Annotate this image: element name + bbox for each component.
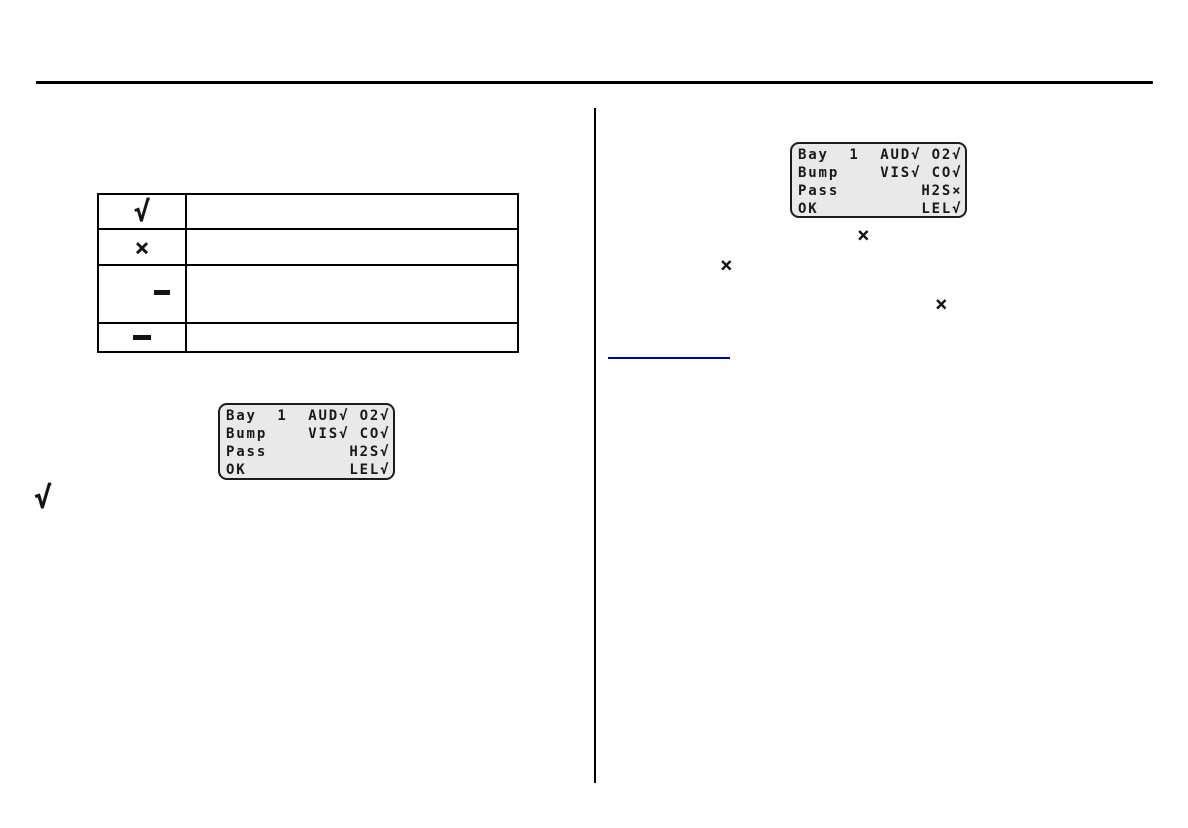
symbol-legend-table: √ × xyxy=(97,193,519,353)
check-icon: √ xyxy=(133,194,151,228)
lcd-line: Bay 1 AUD√ O2√ xyxy=(226,408,391,424)
legend-description-cell xyxy=(187,266,517,322)
lcd-line: Pass H2S× xyxy=(798,183,963,199)
table-row: √ xyxy=(99,195,517,228)
column-divider-rule xyxy=(594,108,596,783)
legend-symbol-cell xyxy=(99,324,187,351)
legend-description-cell xyxy=(187,230,517,264)
legend-description-cell xyxy=(187,324,517,351)
hyperlink-underline[interactable] xyxy=(608,357,730,359)
dash-icon xyxy=(133,335,151,340)
header-rule xyxy=(36,81,1153,84)
legend-symbol-cell: √ xyxy=(99,195,187,228)
lcd-line: OK LEL√ xyxy=(798,201,963,217)
lcd-display-bump-h2s-fail: Bay 1 AUD√ O2√ Bump VIS√ CO√ Pass H2S× O… xyxy=(790,142,967,218)
cross-icon: × xyxy=(935,292,948,316)
lcd-line: Bay 1 AUD√ O2√ xyxy=(798,147,963,163)
cross-icon: × xyxy=(857,223,870,247)
legend-description-cell xyxy=(187,195,517,228)
legend-symbol-cell xyxy=(99,266,187,322)
lcd-display-bump-pass: Bay 1 AUD√ O2√ Bump VIS√ CO√ Pass H2S√ O… xyxy=(218,403,395,480)
check-icon: √ xyxy=(34,481,53,516)
table-row xyxy=(99,322,517,351)
lcd-line: Pass H2S√ xyxy=(226,444,391,460)
table-row xyxy=(99,264,517,322)
dash-icon xyxy=(154,290,170,295)
lcd-line: Bump VIS√ CO√ xyxy=(798,165,963,181)
cross-icon: × xyxy=(720,253,733,277)
table-row: × xyxy=(99,228,517,264)
cross-icon: × xyxy=(134,232,150,262)
lcd-line: Bump VIS√ CO√ xyxy=(226,426,391,442)
lcd-line: OK LEL√ xyxy=(226,462,391,478)
legend-symbol-cell: × xyxy=(99,230,187,264)
